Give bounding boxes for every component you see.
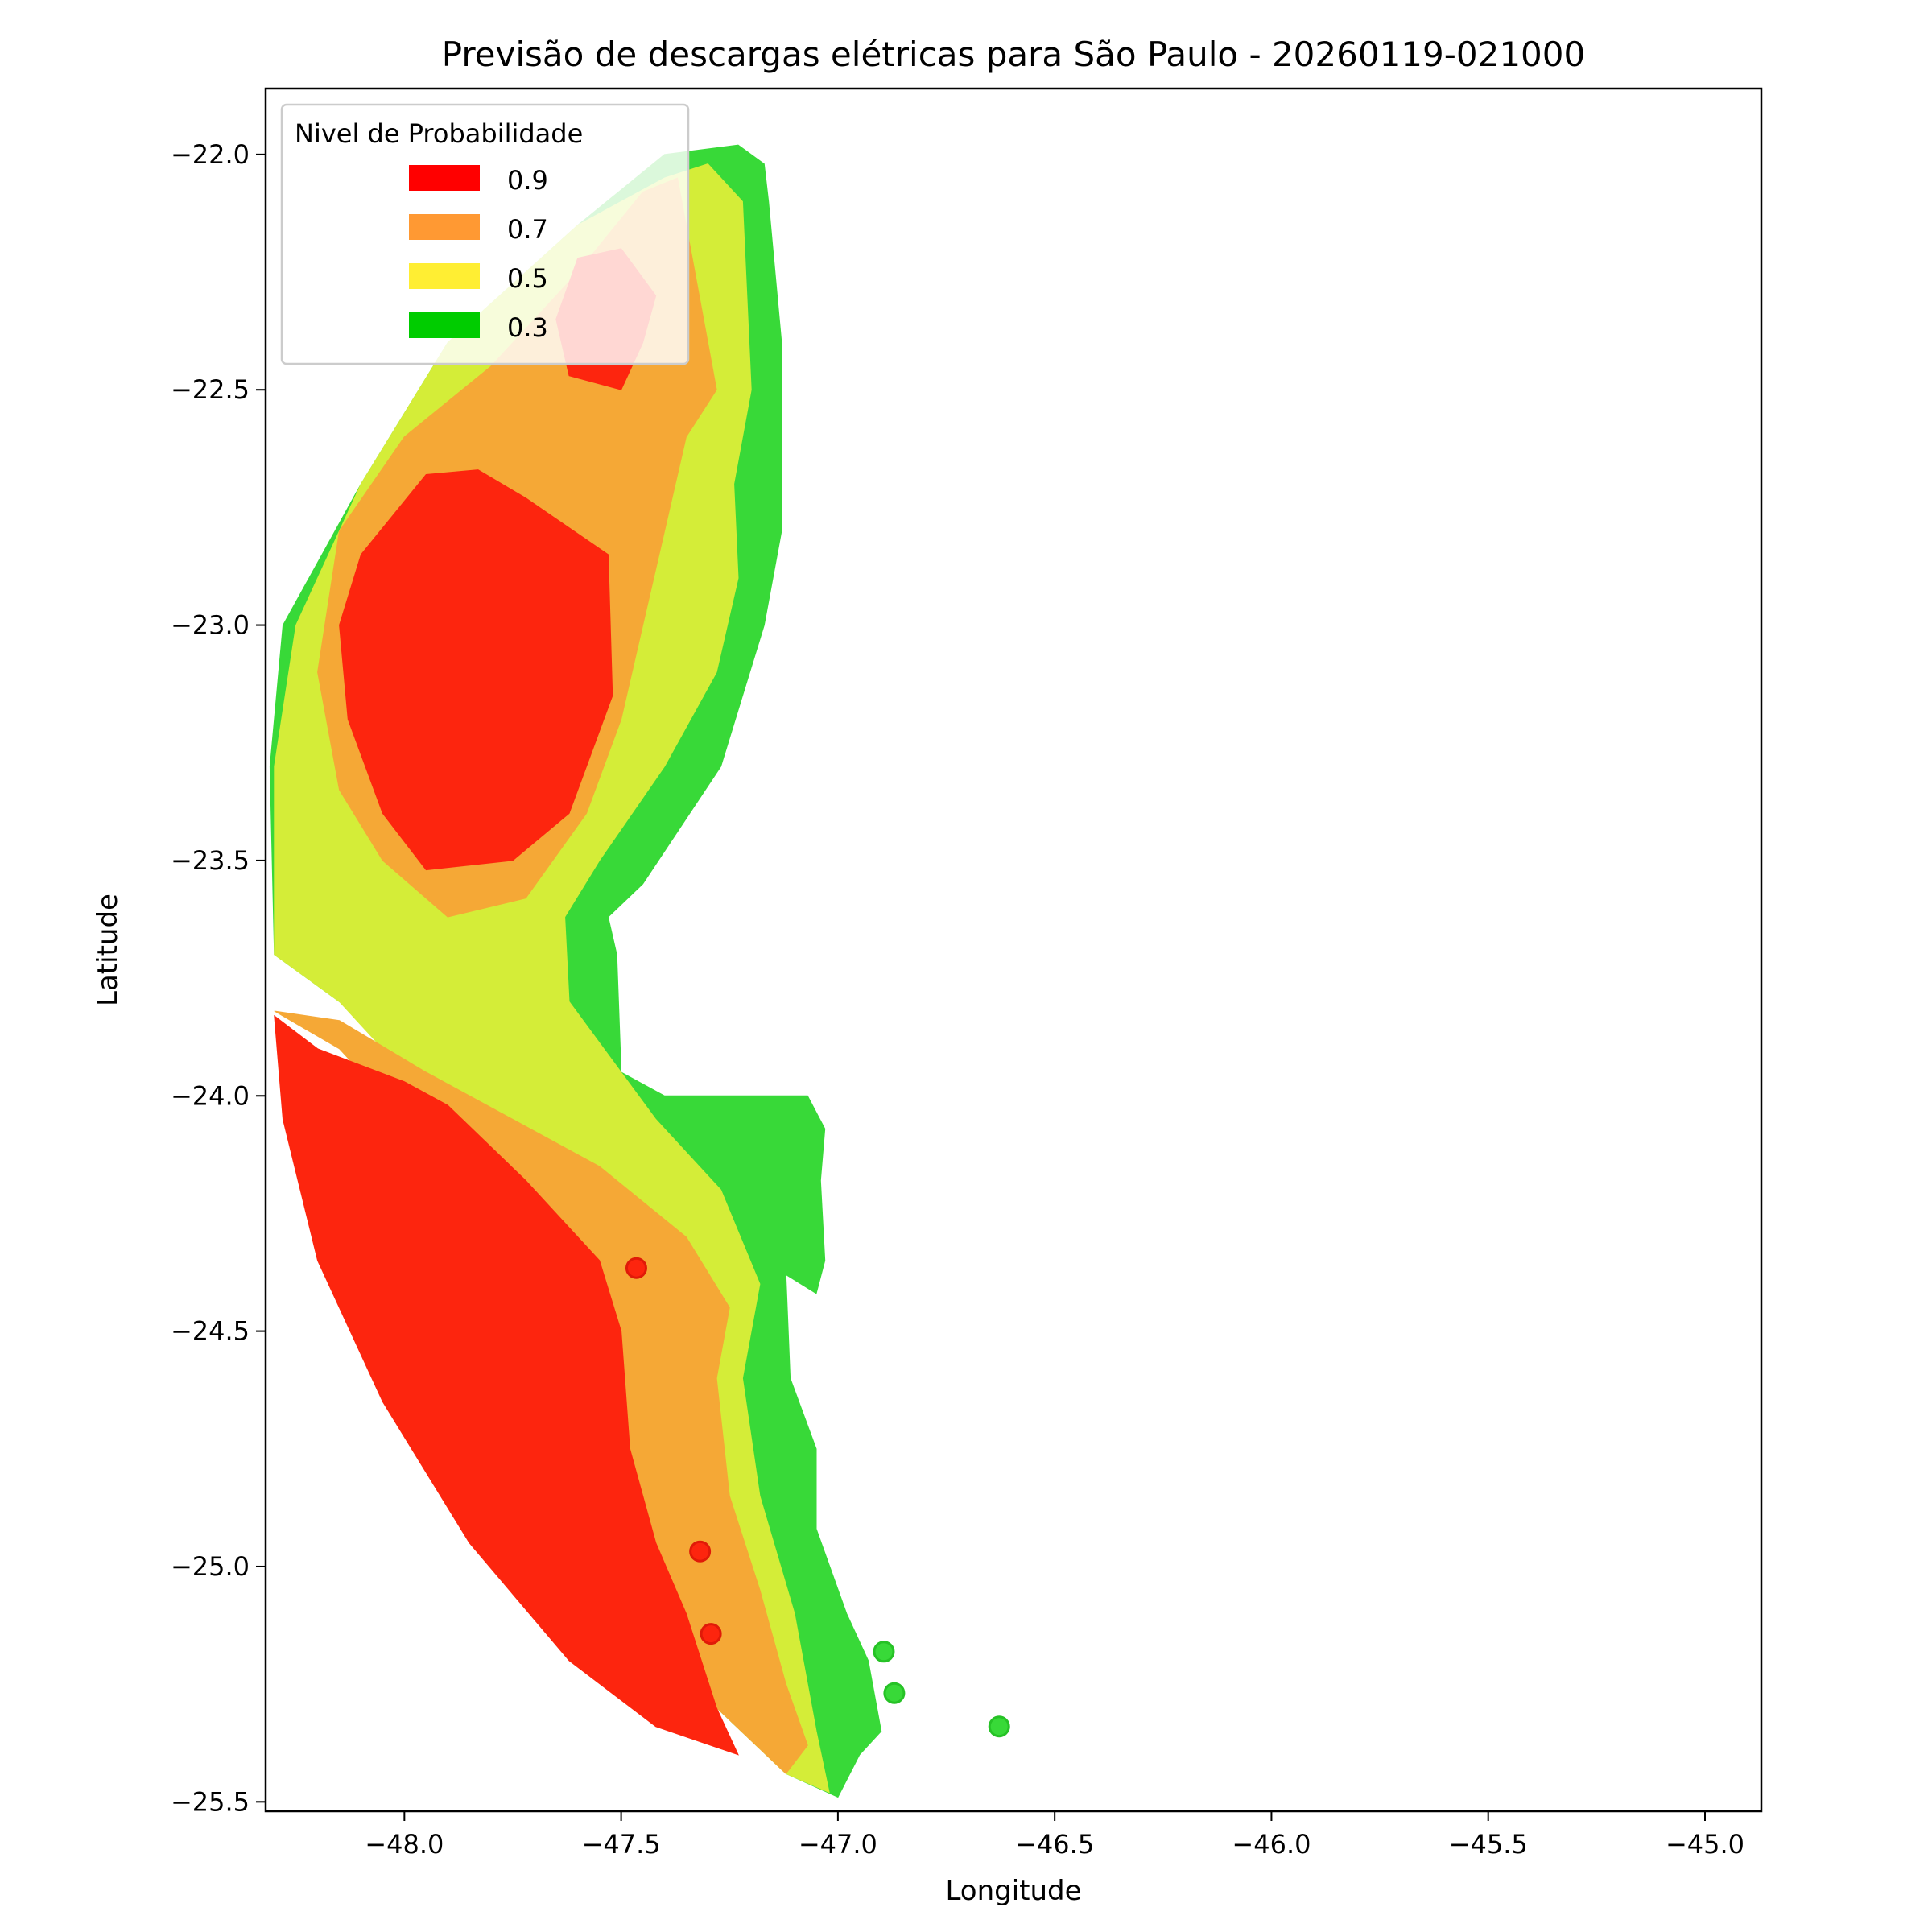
legend-entry-label: 0.5 [507, 263, 548, 294]
x-tick-label: −45.0 [1666, 1829, 1744, 1860]
legend-entry-label: 0.7 [507, 214, 548, 245]
x-tick-label: −48.0 [365, 1829, 444, 1860]
y-tick-label: −23.0 [171, 610, 250, 641]
axes-frame [264, 87, 1763, 1813]
contour-region-0_9-1 [339, 469, 613, 871]
x-tick-label: −46.5 [1015, 1829, 1094, 1860]
plot-area [269, 144, 1010, 1798]
legend-swatch-2 [409, 263, 480, 289]
y-axis: −22.0 −22.5 −23.0 −23.5 −24.0 −24.5 −25.0 −25.5 [171, 139, 266, 1817]
lightning-marker-1 [689, 1540, 712, 1563]
legend-swatch-0 [409, 165, 480, 191]
y-tick-label: −25.0 [171, 1551, 250, 1582]
lightning-marker-2 [700, 1623, 722, 1645]
contour-region-0_9-2 [274, 1014, 739, 1756]
legend-box [280, 103, 690, 365]
lightning-marker-5 [988, 1715, 1010, 1738]
legend-entry-label: 0.9 [507, 165, 548, 196]
y-tick-label: −22.0 [171, 139, 250, 170]
y-tick-label: −24.5 [171, 1316, 250, 1347]
legend-entry-label: 0.3 [507, 312, 548, 343]
legend-swatch-1 [409, 214, 480, 240]
legend-title: Nivel de Probabilidade [295, 118, 583, 149]
x-axis-label: Longitude [945, 1875, 1081, 1907]
y-tick-label: −24.0 [171, 1080, 250, 1111]
lightning-marker-0 [625, 1257, 647, 1279]
x-tick-label: −45.5 [1449, 1829, 1528, 1860]
legend-swatch-3 [409, 312, 480, 338]
y-tick-label: −22.5 [171, 374, 250, 405]
x-tick-label: −47.5 [582, 1829, 661, 1860]
legend: Nivel de Probabilidade 0.9 0.7 0.5 0.3 [280, 103, 690, 365]
lightning-marker-4 [883, 1682, 906, 1704]
x-axis: −48.0 −47.5 −47.0 −46.5 −46.0 −45.5 −45.0 [365, 1811, 1744, 1860]
y-axis-label: Latitude [92, 894, 124, 1006]
y-tick-label: −23.5 [171, 845, 250, 876]
x-tick-label: −47.0 [799, 1829, 877, 1860]
y-tick-label: −25.5 [171, 1786, 250, 1817]
lightning-marker-3 [873, 1641, 895, 1663]
x-tick-label: −46.0 [1232, 1829, 1311, 1860]
chart-title: Previsão de descargas elétricas para São… [442, 35, 1585, 74]
